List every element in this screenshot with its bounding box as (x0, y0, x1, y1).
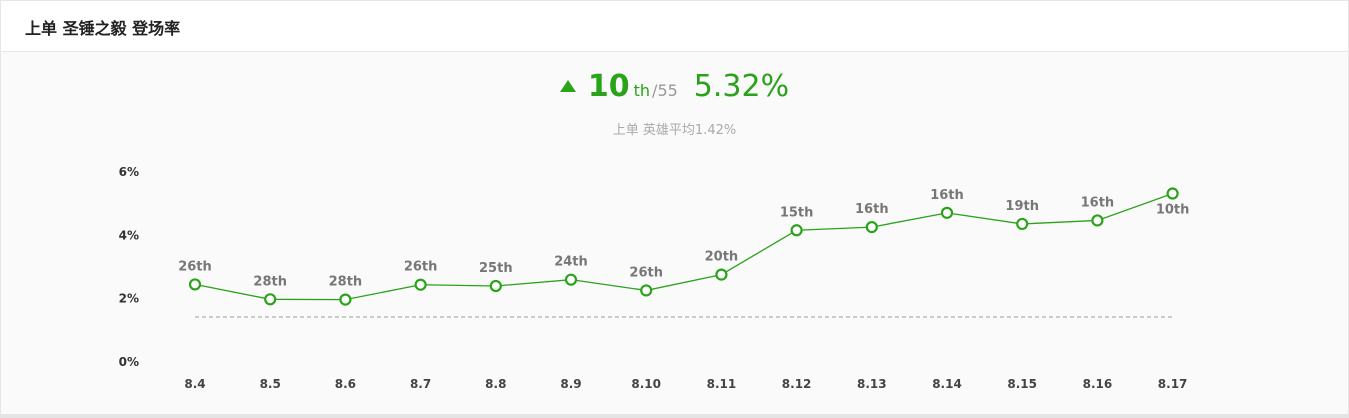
data-label: 28th (329, 275, 363, 290)
y-tick-label: 4% (119, 228, 139, 242)
rank-total: /55 (652, 81, 678, 100)
x-tick-label: 8.15 (1007, 377, 1037, 391)
pick-rate-value: 5.32% (693, 69, 790, 104)
data-point (715, 268, 728, 281)
x-tick-label: 8.14 (932, 377, 962, 391)
data-point (865, 221, 878, 234)
series-line (194, 192, 1173, 301)
x-tick-label: 8.16 (1083, 377, 1113, 391)
data-label: 20th (705, 250, 739, 265)
x-tick-label: 8.5 (260, 377, 281, 391)
card-header: 上单 圣锤之毅 登场率 (1, 1, 1348, 52)
x-tick-label: 8.13 (857, 377, 887, 391)
data-label: 19th (1005, 199, 1039, 214)
card-title: 上单 圣锤之毅 登场率 (25, 19, 181, 38)
data-point (1091, 214, 1104, 227)
bottom-border (0, 414, 1349, 418)
rank-value: 10 (587, 69, 630, 104)
data-label: 24th (554, 255, 588, 270)
data-label: 16th (930, 188, 964, 203)
data-point (489, 279, 502, 293)
data-label: 16th (1081, 195, 1115, 210)
data-point (264, 293, 277, 306)
data-point (940, 206, 954, 219)
x-tick-label: 8.4 (184, 377, 205, 391)
x-tick-label: 8.8 (485, 377, 506, 391)
data-label: 16th (855, 202, 889, 217)
data-point (640, 284, 653, 297)
data-label: 10th (1156, 203, 1190, 218)
rank-suffix: th (633, 81, 651, 100)
data-point (188, 278, 202, 291)
data-label: 26th (629, 265, 663, 280)
x-tick-label: 8.10 (631, 377, 661, 391)
x-tick-label: 8.6 (335, 377, 356, 391)
y-tick-label: 6% (119, 165, 139, 179)
data-label: 25th (479, 261, 513, 276)
x-tick-label: 8.11 (707, 377, 737, 391)
data-point (790, 224, 803, 237)
data-point (339, 293, 352, 306)
data-label: 26th (178, 259, 212, 274)
x-tick-label: 8.17 (1158, 377, 1188, 391)
data-label: 26th (404, 260, 438, 275)
data-point (1016, 217, 1029, 231)
y-tick-label: 2% (119, 292, 139, 306)
trend-up-icon (559, 80, 576, 92)
data-label: 28th (253, 274, 287, 289)
data-point (564, 273, 578, 286)
data-label: 15th (780, 205, 814, 220)
y-tick-label: 0% (119, 355, 139, 369)
data-point (1166, 187, 1179, 200)
x-tick-label: 8.12 (782, 377, 812, 391)
data-point (414, 278, 427, 291)
x-tick-label: 8.9 (560, 377, 581, 391)
average-text: 上单 英雄平均1.42% (612, 123, 737, 138)
x-tick-label: 8.7 (410, 377, 431, 391)
